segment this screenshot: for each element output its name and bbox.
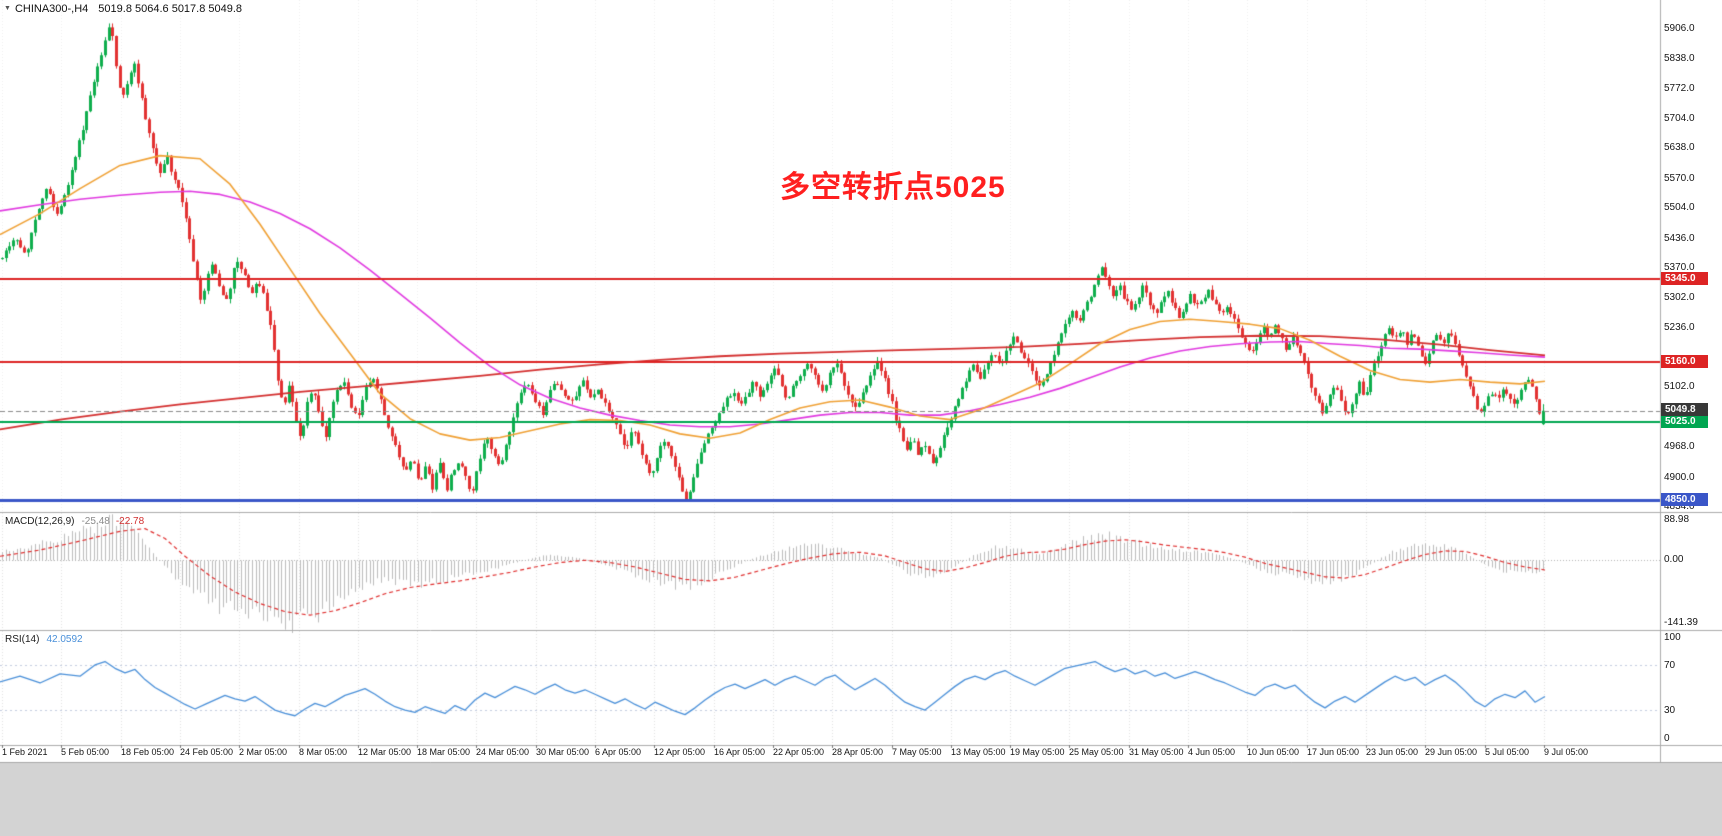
time-tick-label: 16 Apr 05:00 (714, 747, 766, 757)
time-tick-label: 2 Mar 05:00 (239, 747, 288, 757)
symbol-info: ▼ CHINA300-,H4 5019.8 5064.6 5017.8 5049.8 (4, 3, 242, 15)
axis-price-badge: 5025.0 (1661, 414, 1708, 428)
price-tick-label: 5638.0 (1664, 142, 1695, 154)
symbol-dropdown-icon[interactable]: ▼ (4, 5, 11, 12)
price-tick-label: 4968.0 (1664, 441, 1695, 453)
rsi-tick-label: 30 (1664, 705, 1676, 717)
rsi-tick-label: 70 (1664, 659, 1676, 671)
macd-tick-label: 88.98 (1664, 514, 1690, 526)
axis-price-badge: 5345.0 (1661, 272, 1708, 286)
time-tick-label: 19 May 05:00 (1010, 747, 1065, 757)
macd-main-value: -25.48 (81, 516, 110, 527)
price-tick-label: 4900.0 (1664, 471, 1695, 483)
time-tick-label: 31 May 05:00 (1129, 747, 1184, 757)
annotation-text[interactable]: 多空转折点5025 (780, 171, 1006, 204)
time-tick-label: 18 Mar 05:00 (417, 747, 471, 757)
macd-signal-value: -22.78 (115, 516, 145, 527)
price-tick-label: 5906.0 (1664, 22, 1695, 34)
time-tick-label: 28 Apr 05:00 (832, 747, 884, 757)
time-tick-label: 4 Jun 05:00 (1188, 747, 1236, 757)
time-axis[interactable]: 1 Feb 2021 5 Feb 05:00 18 Feb 05:00 24 Feb … (0, 744, 1660, 762)
time-tick-label: 13 May 05:00 (951, 747, 1006, 757)
time-tick-label: 24 Mar 05:00 (476, 747, 530, 757)
time-tick-label: 6 Apr 05:00 (595, 747, 642, 757)
rsi-tick-label: 100 (1664, 632, 1681, 643)
rsi-tick-label: 0 (1664, 733, 1670, 744)
price-tick-label: 4834.0 (1664, 500, 1695, 512)
time-tick-label: 5 Jul 05:00 (1485, 747, 1530, 757)
current-price-badge: 5049.8 (1661, 402, 1708, 416)
rsi-value: 42.0592 (46, 634, 83, 645)
macd-tick-label: -141.39 (1664, 616, 1698, 628)
macd-name: MACD(12,26,9) (5, 516, 75, 527)
price-tick-label: 5436.0 (1664, 232, 1695, 244)
price-axis[interactable]: 5906.0 5838.0 5772.0 5704.0 5638.0 5570.0 5504… (1660, 0, 1722, 762)
price-tick-label: 5102.0 (1664, 381, 1695, 393)
macd-tick-label: 0.00 (1664, 553, 1684, 565)
time-tick-label: 7 May 05:00 (892, 747, 942, 757)
time-tick-label: 18 Feb 05:00 (121, 747, 175, 757)
time-tick-label: 24 Feb 05:00 (180, 747, 234, 757)
rsi-name: RSI(14) (5, 634, 40, 645)
time-tick-label: 9 Jul 05:00 (1544, 747, 1589, 757)
time-tick-label: 10 Jun 05:00 (1247, 747, 1300, 757)
time-tick-label: 29 Jun 05:00 (1425, 747, 1478, 757)
symbol-timeframe-label: CHINA300-,H4 (14, 3, 89, 15)
axis-price-badge: 5160.0 (1661, 354, 1708, 368)
time-tick-label: 23 Jun 05:00 (1366, 747, 1419, 757)
time-tick-label: 12 Apr 05:00 (654, 747, 706, 757)
time-tick-label: 17 Jun 05:00 (1307, 747, 1360, 757)
time-tick-label: 12 Mar 05:00 (358, 747, 412, 757)
price-tick-label: 5302.0 (1664, 292, 1695, 304)
time-tick-label: 5 Feb 05:00 (61, 747, 110, 757)
time-tick-label: 22 Apr 05:00 (773, 747, 825, 757)
price-tick-label: 5236.0 (1664, 321, 1695, 333)
price-tick-label: 5772.0 (1664, 82, 1695, 94)
time-tick-label: 30 Mar 05:00 (536, 747, 590, 757)
price-tick-label: 5570.0 (1664, 172, 1695, 184)
price-tick-label: 5838.0 (1664, 53, 1695, 65)
ohlc-values: 5019.8 5064.6 5017.8 5049.8 (98, 3, 243, 15)
time-tick-label: 1 Feb 2021 (2, 747, 48, 757)
price-tick-label: 5504.0 (1664, 202, 1695, 214)
axis-price-badge: 4850.0 (1661, 492, 1708, 506)
price-tick-label: 5370.0 (1664, 261, 1695, 273)
macd-indicator-label: MACD(12,26,9) -25.48 -22.78 (5, 516, 144, 527)
rsi-indicator-label: RSI(14) 42.0592 (5, 634, 83, 645)
price-tick-label: 5704.0 (1664, 113, 1695, 125)
time-tick-label: 8 Mar 05:00 (299, 747, 348, 757)
time-tick-label: 25 May 05:00 (1069, 747, 1124, 757)
